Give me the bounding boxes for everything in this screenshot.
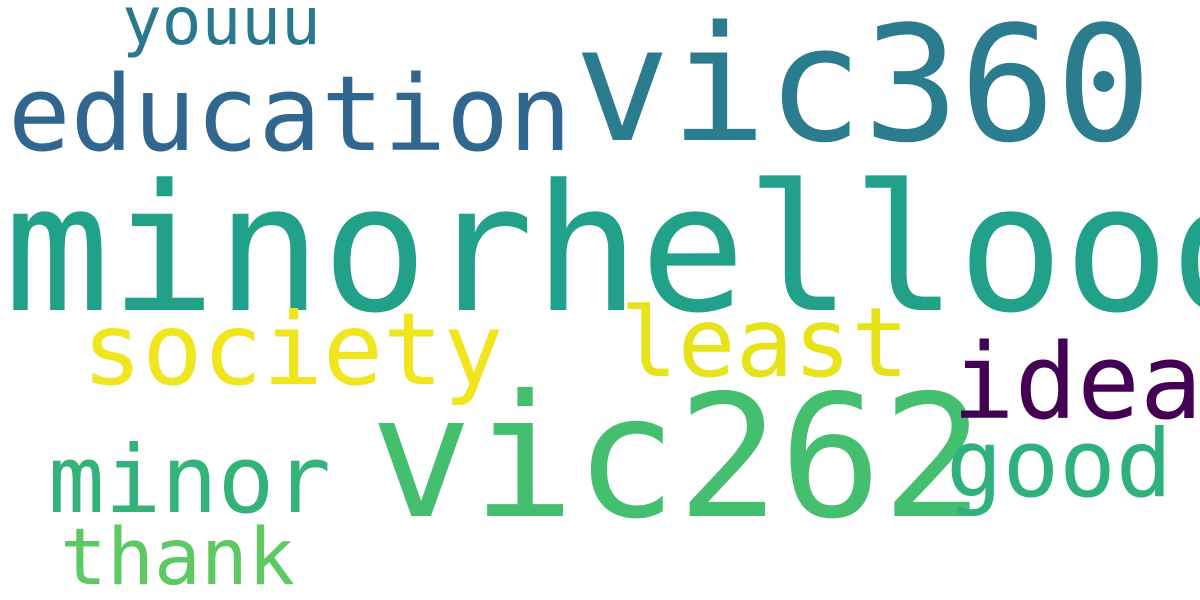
word-education: education <box>8 53 572 175</box>
word-youuu: youuu <box>122 0 321 60</box>
word-minorhellooo: minorhellooo <box>4 147 1200 352</box>
word-society: society <box>82 291 503 408</box>
word-idea: idea <box>952 321 1200 443</box>
word-vic360: vic360 <box>574 0 1152 178</box>
word-least: least <box>620 287 909 399</box>
word-vic262: vic262 <box>370 359 984 557</box>
word-good: good <box>946 410 1172 519</box>
word-minor: minor <box>48 426 331 535</box>
word-thank: thank <box>60 513 295 600</box>
